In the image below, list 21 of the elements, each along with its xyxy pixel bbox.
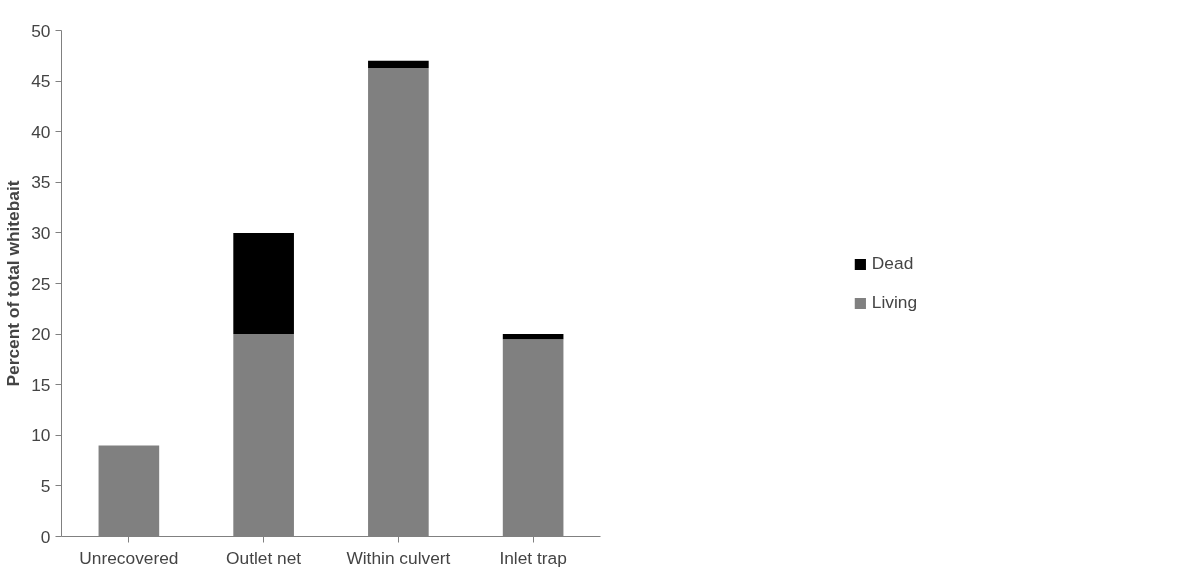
- x-tick-label: Unrecovered: [79, 547, 179, 568]
- legend-label: Living: [871, 292, 918, 313]
- y-tick-label: 35: [31, 172, 51, 193]
- x-tick-label: Inlet trap: [499, 547, 567, 568]
- y-axis-title: Percent of total whitebait: [3, 180, 24, 387]
- x-tick-label: Within culvert: [346, 547, 451, 568]
- x-tick-label: Outlet net: [226, 547, 302, 568]
- y-tick-label: 50: [31, 20, 51, 41]
- y-tick-label: 0: [40, 526, 51, 547]
- legend-label: Dead: [871, 253, 914, 274]
- bar: [233, 232, 294, 335]
- y-tick-label: 30: [31, 222, 51, 243]
- y-tick-label: 20: [31, 324, 51, 345]
- bar: [502, 334, 564, 340]
- y-tick-label: 40: [31, 121, 51, 142]
- y-tick-label: 5: [40, 475, 51, 496]
- y-tick-label: 15: [31, 374, 51, 395]
- y-tick-label: 45: [31, 71, 51, 92]
- bar: [368, 60, 429, 68]
- y-tick-label: 10: [31, 425, 51, 446]
- y-tick-label: 25: [31, 273, 51, 294]
